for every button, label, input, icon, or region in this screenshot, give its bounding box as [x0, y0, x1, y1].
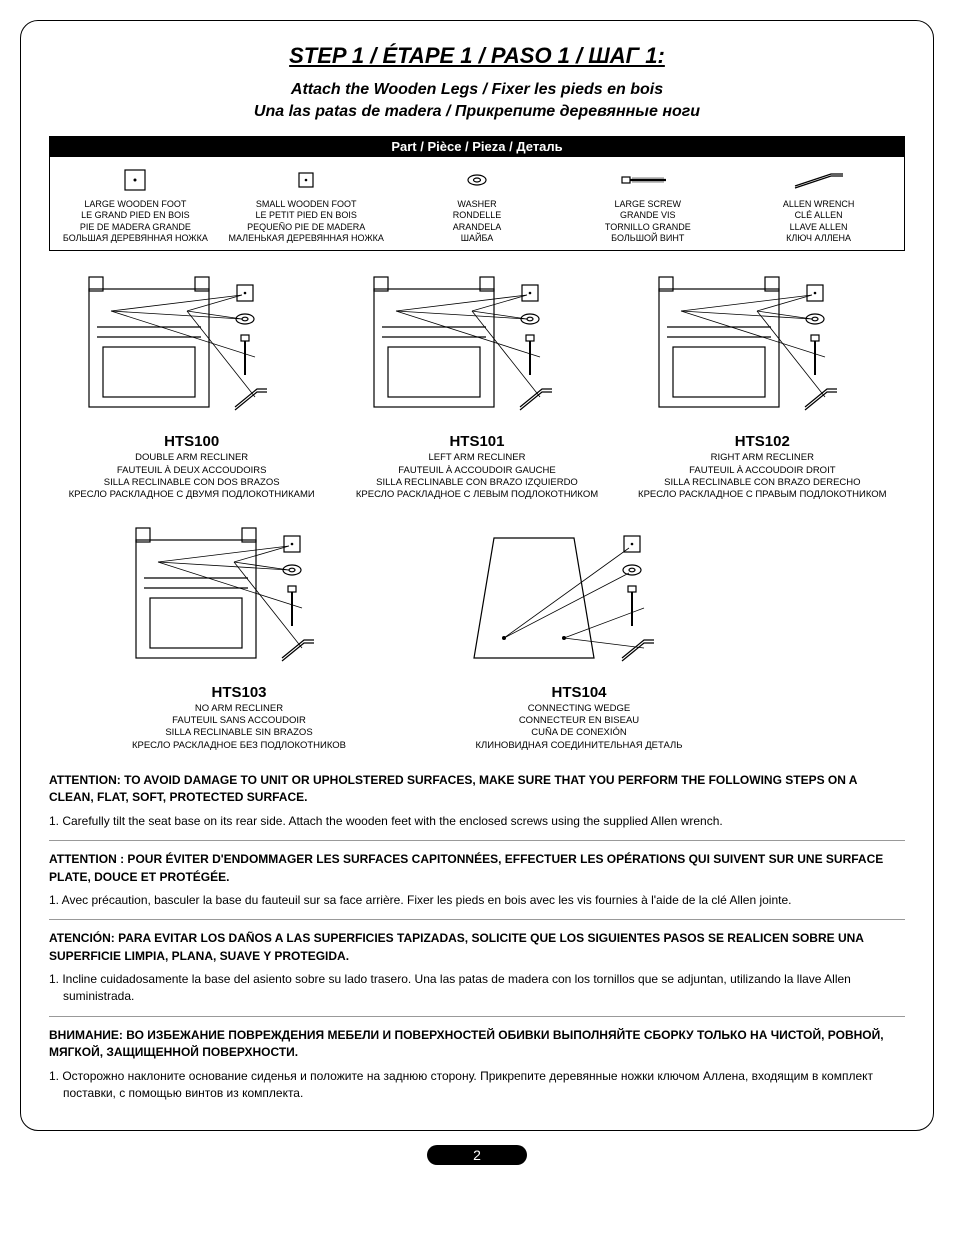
parts-header: Part / Pièce / Pieza / Деталь: [49, 136, 905, 157]
separator: [49, 1016, 905, 1017]
separator: [49, 919, 905, 920]
square-dot-small-icon: [221, 165, 392, 195]
page-frame: STEP 1 / ÉTAPE 1 / PASO 1 / ШАГ 1: Attac…: [20, 20, 934, 1131]
model-description-line: CONNECTEUR EN BISEAU: [429, 715, 729, 727]
model-description-line: NO ARM RECLINER: [89, 703, 389, 715]
part-cell: ALLEN WRENCHCLÉ ALLENLLAVE ALLENКЛЮЧ АЛЛ…: [733, 165, 904, 244]
model-description-line: CUÑA DE CONEXIÓN: [429, 727, 729, 739]
part-label-line: БОЛЬШАЯ ДЕРЕВЯННАЯ НОЖКА: [50, 233, 221, 244]
model-description-line: SILLA RECLINABLE CON BRAZO IZQUIERDO: [334, 477, 619, 489]
attention-text: ВНИМАНИЕ: ВО ИЗБЕЖАНИЕ ПОВРЕЖДЕНИЯ МЕБЕЛ…: [49, 1027, 905, 1062]
attention-text: ATTENTION: TO AVOID DAMAGE TO UNIT OR UP…: [49, 772, 905, 807]
part-label-line: GRANDE VIS: [562, 210, 733, 221]
diagram-row-1: HTS100 DOUBLE ARM RECLINERFAUTEUIL À DEUX…: [49, 267, 905, 501]
part-label-line: PIE DE MADERA GRANDE: [50, 222, 221, 233]
model-description-line: КЛИНОВИДНАЯ СОЕДИНИТЕЛЬНАЯ ДЕТАЛЬ: [429, 740, 729, 752]
model-description-line: FAUTEUIL À ACCOUDOIR GAUCHE: [334, 465, 619, 477]
instructions: ATTENTION: TO AVOID DAMAGE TO UNIT OR UP…: [49, 772, 905, 1102]
part-cell: WASHERRONDELLEARANDELAШАЙБА: [392, 165, 563, 244]
square-dot-icon: [50, 165, 221, 195]
model-description-line: SILLA RECLINABLE SIN BRAZOS: [89, 727, 389, 739]
part-cell: LARGE SCREWGRANDE VISTORNILLO GRANDEБОЛЬ…: [562, 165, 733, 244]
model-description-line: SILLA RECLINABLE CON BRAZO DERECHO: [620, 477, 905, 489]
model-description-line: RIGHT ARM RECLINER: [620, 452, 905, 464]
part-label-line: LARGE WOODEN FOOT: [50, 199, 221, 210]
assembly-diagram-icon: [647, 267, 877, 427]
part-label-line: SMALL WOODEN FOOT: [221, 199, 392, 210]
model-description-line: CONNECTING WEDGE: [429, 703, 729, 715]
diagram-cell: HTS102 RIGHT ARM RECLINERFAUTEUIL À ACCOU…: [620, 267, 905, 501]
part-label-line: ALLEN WRENCH: [733, 199, 904, 210]
part-cell: SMALL WOODEN FOOTLE PETIT PIED EN BOISPE…: [221, 165, 392, 244]
separator: [49, 840, 905, 841]
part-label-line: ШАЙБА: [392, 233, 563, 244]
instruction-body: 1. Incline cuidadosamente la base del as…: [63, 971, 905, 1006]
part-label-line: БОЛЬШОЙ ВИНТ: [562, 233, 733, 244]
part-label-line: LE PETIT PIED EN BOIS: [221, 210, 392, 221]
part-label-line: LARGE SCREW: [562, 199, 733, 210]
part-label-line: LE GRAND PIED EN BOIS: [50, 210, 221, 221]
model-description: LEFT ARM RECLINERFAUTEUIL À ACCOUDOIR GA…: [334, 452, 619, 501]
part-label-line: LLAVE ALLEN: [733, 222, 904, 233]
model-description-line: DOUBLE ARM RECLINER: [49, 452, 334, 464]
model-description-line: FAUTEUIL À ACCOUDOIR DROIT: [620, 465, 905, 477]
model-description-line: LEFT ARM RECLINER: [334, 452, 619, 464]
model-description: CONNECTING WEDGECONNECTEUR EN BISEAUCUÑA…: [429, 703, 729, 752]
washer-icon: [392, 165, 563, 195]
part-label-line: RONDELLE: [392, 210, 563, 221]
attention-text: ATTENTION : POUR ÉVITER D'ENDOMMAGER LES…: [49, 851, 905, 886]
model-code: HTS104: [429, 684, 729, 701]
part-label-line: КЛЮЧ АЛЛЕНА: [733, 233, 904, 244]
screw-icon: [562, 165, 733, 195]
model-description-line: КРЕСЛО РАСКЛАДНОЕ С ЛЕВЫМ ПОДЛОКОТНИКОМ: [334, 489, 619, 501]
assembly-diagram-icon: [464, 518, 694, 678]
page-number: 2: [427, 1145, 527, 1165]
model-description-line: FAUTEUIL SANS ACCOUDOIR: [89, 715, 389, 727]
model-code: HTS101: [334, 433, 619, 450]
assembly-diagram-icon: [124, 518, 354, 678]
part-label-line: МАЛЕНЬКАЯ ДЕРЕВЯННАЯ НОЖКА: [221, 233, 392, 244]
step-subtitle: Attach the Wooden Legs / Fixer les pieds…: [49, 79, 905, 122]
model-description-line: КРЕСЛО РАСКЛАДНОЕ С ДВУМЯ ПОДЛОКОТНИКАМИ: [49, 489, 334, 501]
parts-row: LARGE WOODEN FOOTLE GRAND PIED EN BOISPI…: [49, 157, 905, 251]
allen-icon: [733, 165, 904, 195]
diagram-cell: HTS103 NO ARM RECLINERFAUTEUIL SANS ACCOU…: [89, 518, 389, 752]
model-description: RIGHT ARM RECLINERFAUTEUIL À ACCOUDOIR D…: [620, 452, 905, 501]
model-code: HTS103: [89, 684, 389, 701]
step-title: STEP 1 / ÉTAPE 1 / PASO 1 / ШАГ 1:: [49, 43, 905, 69]
attention-text: ATENCIÓN: PARA EVITAR LOS DAÑOS A LAS SU…: [49, 930, 905, 965]
model-description: NO ARM RECLINERFAUTEUIL SANS ACCOUDOIRSI…: [89, 703, 389, 752]
model-description-line: SILLA RECLINABLE CON DOS BRAZOS: [49, 477, 334, 489]
model-description-line: FAUTEUIL À DEUX ACCOUDOIRS: [49, 465, 334, 477]
instruction-body: 1. Carefully tilt the seat base on its r…: [63, 813, 905, 830]
part-label-line: CLÉ ALLEN: [733, 210, 904, 221]
part-cell: LARGE WOODEN FOOTLE GRAND PIED EN BOISPI…: [50, 165, 221, 244]
part-label-line: ARANDELA: [392, 222, 563, 233]
part-label-line: PEQUEÑO PIE DE MADERA: [221, 222, 392, 233]
subtitle-line-2: Una las patas de madera / Прикрепите дер…: [254, 103, 700, 120]
assembly-diagram-icon: [77, 267, 307, 427]
model-code: HTS100: [49, 433, 334, 450]
instruction-body: 1. Avec précaution, basculer la base du …: [63, 892, 905, 909]
subtitle-line-1: Attach the Wooden Legs / Fixer les pieds…: [291, 81, 663, 98]
model-code: HTS102: [620, 433, 905, 450]
diagram-cell: HTS104 CONNECTING WEDGECONNECTEUR EN BISE…: [429, 518, 729, 752]
part-label-line: TORNILLO GRANDE: [562, 222, 733, 233]
model-description-line: КРЕСЛО РАСКЛАДНОЕ С ПРАВЫМ ПОДЛОКОТНИКОМ: [620, 489, 905, 501]
part-label-line: WASHER: [392, 199, 563, 210]
instruction-body: 1. Осторожно наклоните основание сиденья…: [63, 1068, 905, 1103]
model-description-line: КРЕСЛО РАСКЛАДНОЕ БЕЗ ПОДЛОКОТНИКОВ: [89, 740, 389, 752]
diagram-row-2: HTS103 NO ARM RECLINERFAUTEUIL SANS ACCOU…: [49, 518, 905, 752]
assembly-diagram-icon: [362, 267, 592, 427]
diagram-cell: HTS100 DOUBLE ARM RECLINERFAUTEUIL À DEUX…: [49, 267, 334, 501]
model-description: DOUBLE ARM RECLINERFAUTEUIL À DEUX ACCOU…: [49, 452, 334, 501]
diagram-cell: HTS101 LEFT ARM RECLINERFAUTEUIL À ACCOUD…: [334, 267, 619, 501]
